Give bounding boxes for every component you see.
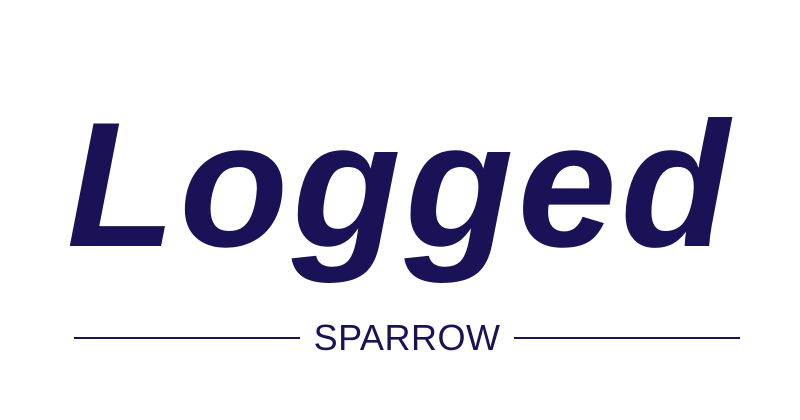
right-rule-divider — [514, 337, 740, 339]
logo-tagline: SPARROW — [313, 317, 501, 358]
logo-wordmark: Logged — [66, 85, 734, 284]
tagline-row: SPARROW — [74, 318, 740, 358]
left-rule-divider — [74, 337, 300, 339]
